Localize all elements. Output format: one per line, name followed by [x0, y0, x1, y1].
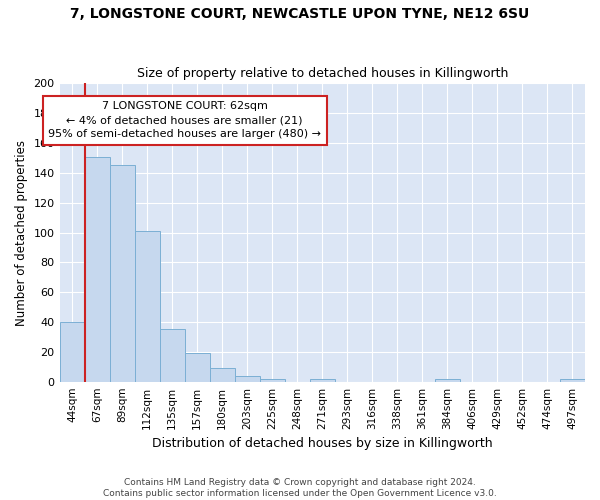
- Bar: [85, 156, 110, 382]
- Bar: [560, 378, 585, 382]
- Bar: [310, 378, 335, 382]
- Bar: [160, 330, 185, 382]
- X-axis label: Distribution of detached houses by size in Killingworth: Distribution of detached houses by size …: [152, 437, 493, 450]
- Bar: [185, 354, 209, 382]
- Bar: [59, 322, 85, 382]
- Bar: [209, 368, 235, 382]
- Text: 7 LONGSTONE COURT: 62sqm
← 4% of detached houses are smaller (21)
95% of semi-de: 7 LONGSTONE COURT: 62sqm ← 4% of detache…: [48, 102, 321, 140]
- Bar: [260, 378, 285, 382]
- Y-axis label: Number of detached properties: Number of detached properties: [15, 140, 28, 326]
- Bar: [435, 378, 460, 382]
- Title: Size of property relative to detached houses in Killingworth: Size of property relative to detached ho…: [137, 66, 508, 80]
- Bar: [235, 376, 260, 382]
- Text: 7, LONGSTONE COURT, NEWCASTLE UPON TYNE, NE12 6SU: 7, LONGSTONE COURT, NEWCASTLE UPON TYNE,…: [70, 8, 530, 22]
- Bar: [134, 231, 160, 382]
- Text: Contains HM Land Registry data © Crown copyright and database right 2024.
Contai: Contains HM Land Registry data © Crown c…: [103, 478, 497, 498]
- Bar: [110, 166, 134, 382]
